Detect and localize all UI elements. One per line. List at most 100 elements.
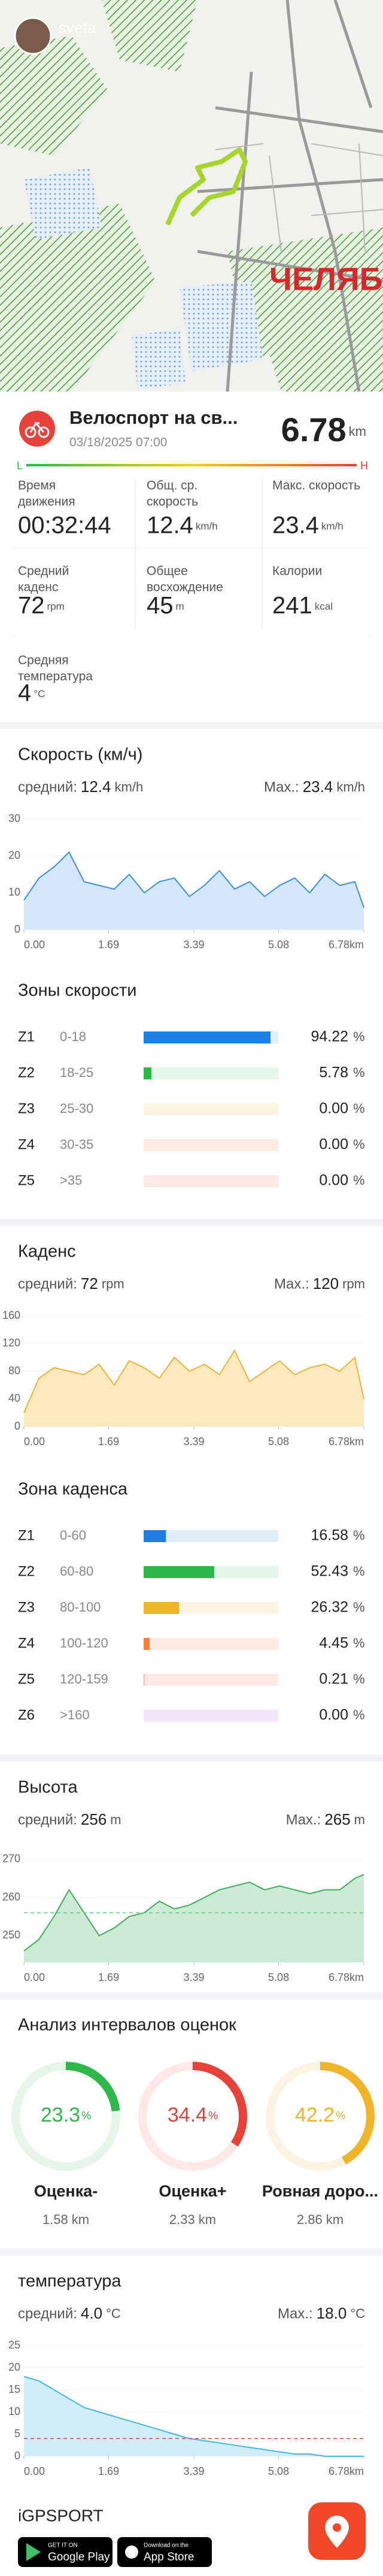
app-store-badge[interactable]	[117, 2537, 212, 2567]
zone-value: 52.43	[311, 1563, 348, 1580]
avg-value: 72	[81, 1275, 98, 1292]
stat-label: Общее	[147, 565, 188, 578]
zone-track	[144, 1710, 278, 1722]
zone-unit: %	[353, 1029, 365, 1044]
zone-name: Z2	[18, 1064, 35, 1081]
zone-value: 5.78	[319, 1064, 348, 1081]
line	[23, 1349, 364, 1413]
stat-value: 72	[18, 593, 45, 619]
zone-name: Z4	[18, 1635, 35, 1651]
area	[24, 1874, 364, 1962]
x-tick-label: 5.08	[268, 1436, 289, 1448]
area	[24, 1350, 364, 1427]
stat-label: температура	[18, 670, 93, 684]
zone-unit: %	[353, 1137, 365, 1152]
ring-distance: 2.33	[169, 2212, 195, 2227]
ring-unit: %	[336, 2110, 345, 2122]
ring-value: 34.4	[168, 2104, 207, 2126]
ring-value: 42.2	[295, 2104, 335, 2126]
y-tick-label: 160	[2, 1309, 20, 1321]
zone-unit: %	[353, 1600, 365, 1615]
section-gap	[0, 1755, 383, 1762]
stat-unit: km/h	[321, 520, 344, 532]
section-gap	[0, 2249, 383, 2256]
zone-value: 0.00	[319, 1707, 348, 1724]
ring-arc	[11, 2062, 120, 2171]
y-tick-label: 120	[2, 1337, 20, 1349]
section-title: Скорость (км/ч)	[18, 745, 142, 764]
max-unit: rpm	[342, 1276, 365, 1291]
section-title: температура	[18, 2272, 121, 2291]
distance-unit: km	[349, 424, 366, 439]
zone-range: 30-35	[60, 1137, 93, 1152]
google-play-badge[interactable]	[18, 2537, 113, 2567]
y-tick-label: 20	[8, 849, 20, 861]
badge-title: Google Play	[48, 2551, 110, 2563]
ring-unit: %	[208, 2110, 218, 2122]
avg-value: 256	[81, 1810, 107, 1828]
zone-unit: %	[353, 1101, 365, 1116]
area	[24, 852, 364, 930]
section-title: Анализ интервалов оценок	[18, 2016, 236, 2035]
zone-name: Z4	[18, 1136, 35, 1152]
max-value: 120	[313, 1275, 339, 1292]
stat-label: восхождение	[147, 581, 223, 594]
y-tick-label: 0	[14, 923, 20, 935]
avg-value: 4.0	[81, 2304, 102, 2322]
stat-value: 45	[147, 593, 174, 619]
zone-track	[144, 1674, 278, 1686]
x-tick-label: 6.78km	[329, 1971, 364, 1983]
y-tick-label: 5	[14, 2428, 20, 2440]
brand: iGPSPORT	[18, 2506, 104, 2525]
x-tick-label: 0.00	[24, 1436, 45, 1448]
y-tick-label: 40	[8, 1392, 20, 1404]
zone-track	[144, 1175, 278, 1187]
stat-value: 12.4	[147, 512, 193, 539]
y-tick-label: 25	[8, 2339, 20, 2351]
x-tick-label: 1.69	[98, 1971, 119, 1983]
activity-date: 03/18/2025 07:00	[69, 436, 168, 450]
max-value: 18.0	[317, 2304, 347, 2322]
stat-value: 4	[18, 680, 31, 706]
stat-label: Макс. скорость	[272, 479, 360, 493]
avg-unit: m	[110, 1812, 121, 1827]
x-tick-label: 3.39	[183, 1436, 204, 1448]
zone-unit: %	[353, 1636, 365, 1650]
x-tick-label: 3.39	[183, 2465, 204, 2477]
zone-unit: %	[353, 1671, 365, 1686]
distance-value: 6.78	[281, 411, 346, 448]
zone-name: Z1	[18, 1527, 35, 1543]
stat-label: Время	[18, 479, 56, 493]
stat-value: 00:32:44	[18, 512, 111, 539]
stat-label: каденс	[18, 581, 58, 594]
max-caption: Max.:	[274, 1276, 309, 1292]
x-tick-label: 0.00	[24, 2465, 45, 2477]
x-tick-label: 6.78km	[329, 2465, 364, 2477]
y-tick-label: 0	[14, 1420, 20, 1432]
avg-unit: km/h	[115, 779, 144, 794]
zone-unit: %	[353, 1173, 365, 1188]
zone-range: >160	[60, 1707, 90, 1722]
stat-label: Средний	[18, 565, 69, 578]
zone-range: 80-100	[60, 1600, 101, 1615]
zone-bar	[144, 1530, 166, 1542]
stat-unit: rpm	[47, 600, 65, 612]
zone-name: Z3	[18, 1599, 35, 1615]
zone-unit: %	[353, 1707, 365, 1722]
x-tick-label: 0.00	[24, 939, 45, 951]
avg-caption: средний:	[18, 1276, 77, 1292]
badge-title: App Store	[144, 2551, 194, 2563]
zone-value: 16.58	[311, 1527, 348, 1544]
zone-range: 120-159	[60, 1671, 108, 1686]
x-tick-label: 5.08	[268, 2465, 289, 2477]
y-tick-label: 15	[8, 2383, 20, 2395]
x-tick-label: 6.78km	[329, 939, 364, 951]
map-label: ЧЕЛЯБ	[269, 261, 382, 297]
max-unit: m	[354, 1812, 365, 1827]
zone-track	[144, 1139, 278, 1151]
zone-value: 0.00	[319, 1136, 348, 1153]
scale-high: H	[360, 460, 368, 472]
max-caption: Max.:	[278, 2305, 313, 2322]
